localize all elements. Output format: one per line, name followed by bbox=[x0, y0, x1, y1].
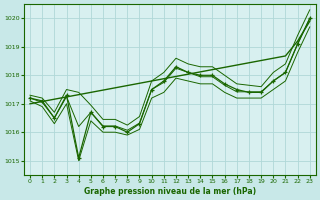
X-axis label: Graphe pression niveau de la mer (hPa): Graphe pression niveau de la mer (hPa) bbox=[84, 187, 256, 196]
